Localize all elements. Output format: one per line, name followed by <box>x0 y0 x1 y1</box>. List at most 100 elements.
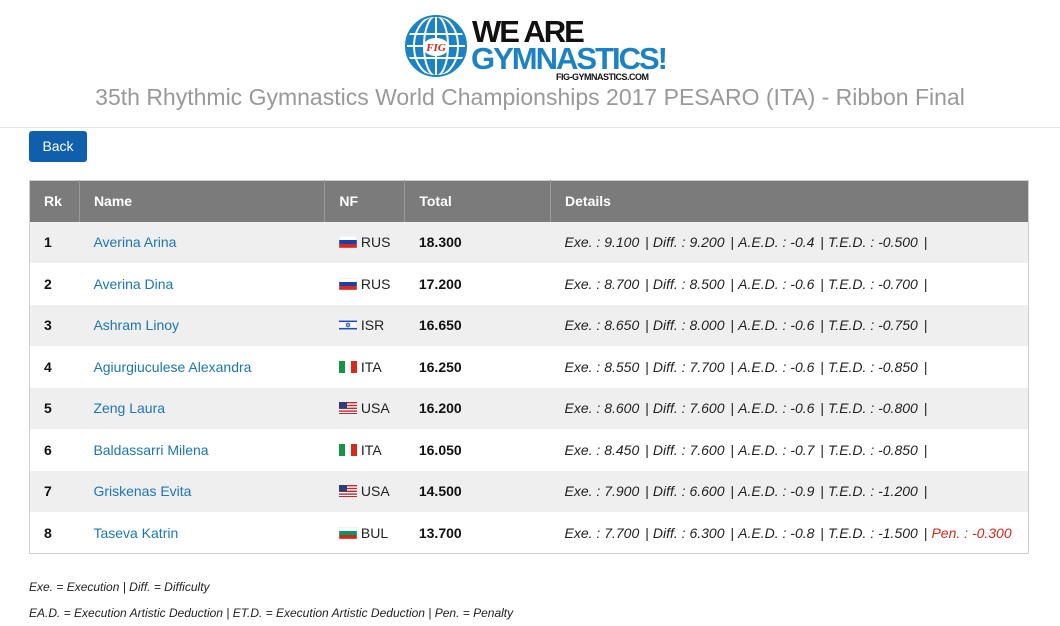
detail-ted: T.E.D. : -0.700 <box>828 276 918 292</box>
separator: | <box>923 483 928 500</box>
legend-line-2: EA.D. = Execution Artistic Deduction | E… <box>29 606 514 620</box>
nf-code: USA <box>360 483 390 500</box>
separator: | <box>645 234 649 251</box>
detail-exe: Exe. : 8.700 <box>565 276 640 292</box>
rank-cell: 6 <box>29 429 80 471</box>
detail-aed-value: -0.7 <box>790 441 815 458</box>
detail-aed-label: A.E.D. : <box>738 275 787 292</box>
detail-exe-label: Exe. : <box>564 234 601 251</box>
detail-ted: T.E.D. : -0.500 <box>828 234 918 250</box>
name-cell: Zeng Laura <box>79 387 325 429</box>
detail-exe: Exe. : 9.100 <box>565 234 640 250</box>
gymnast-link[interactable]: Averina Dina <box>93 275 174 292</box>
separator: | <box>645 400 649 417</box>
detail-diff-label: Diff. : <box>652 524 686 541</box>
logo-url: FIG-GYMNASTICS.COM <box>556 72 649 82</box>
header-rk[interactable]: Rk <box>29 180 80 222</box>
table-row: 8 Taseva Katrin BUL 13.700 Exe. : 7.700 | Diff… <box>29 512 1029 554</box>
rank-cell: 2 <box>29 263 80 305</box>
detail-ted-label: T.E.D. : <box>828 483 875 500</box>
header-details: Details <box>550 180 1029 222</box>
detail-pen-label: Pen. : <box>931 524 969 541</box>
detail-exe-label: Exe. : <box>564 441 601 458</box>
gymnast-link[interactable]: Baldassarri Milena <box>93 441 209 458</box>
detail-exe-label: Exe. : <box>564 317 601 334</box>
detail-diff-value: 8.500 <box>689 275 725 292</box>
flag-israel-icon <box>338 319 357 332</box>
detail-ted: T.E.D. : -1.500 <box>828 525 918 541</box>
nf-code: ISR <box>360 317 385 334</box>
table-row: 2 Averina Dina RUS 17.200 Exe. : 8.700 | Diff.… <box>29 263 1029 305</box>
flag-russia-icon <box>338 236 357 249</box>
detail-diff: Diff. : 7.600 <box>653 400 725 416</box>
header-name[interactable]: Name <box>79 180 326 222</box>
detail-exe: Exe. : 8.650 <box>565 317 640 333</box>
gymnast-link[interactable]: Taseva Katrin <box>93 524 179 541</box>
details-cell: Exe. : 8.550 | Diff. : 7.700 | A.E.D. : -0.6… <box>550 346 1029 388</box>
page-header: FIG WE ARE GYMNASTICS! FIG-GYMNASTICS.CO… <box>0 0 1060 128</box>
detail-exe: Exe. : 8.550 <box>565 359 640 375</box>
details-cell: Exe. : 9.100 | Diff. : 9.200 | A.E.D. : -0.4… <box>550 221 1029 263</box>
rank-cell: 7 <box>29 470 80 512</box>
detail-diff: Diff. : 8.500 <box>653 276 725 292</box>
header-total[interactable]: Total <box>404 180 552 222</box>
detail-exe-label: Exe. : <box>564 524 601 541</box>
detail-exe: Exe. : 8.450 <box>565 442 640 458</box>
separator: | <box>820 441 825 458</box>
results-table: Rk Name NF Total Details 1 Averina Arina R… <box>29 180 1029 554</box>
total-cell: 14.500 <box>404 470 551 512</box>
detail-ted-label: T.E.D. : <box>828 275 875 292</box>
detail-ted: T.E.D. : -0.850 <box>828 442 918 458</box>
detail-exe-value: 8.550 <box>604 358 640 375</box>
detail-ted-value: -0.500 <box>878 234 918 251</box>
total-cell: 16.050 <box>404 429 551 471</box>
detail-diff: Diff. : 7.600 <box>653 442 725 458</box>
nf-code: RUS <box>360 234 391 251</box>
nf-cell: ISR <box>324 304 405 346</box>
nf-cell: BUL <box>324 512 405 554</box>
separator: | <box>923 275 928 292</box>
separator: | <box>820 483 825 500</box>
detail-ted-label: T.E.D. : <box>828 317 875 334</box>
nf-cell: ITA <box>324 346 405 388</box>
detail-diff: Diff. : 6.300 <box>653 525 725 541</box>
detail-exe-value: 9.100 <box>604 234 640 251</box>
legend: Exe. = Execution | Diff. = Difficulty EA… <box>29 574 513 626</box>
detail-diff-label: Diff. : <box>652 317 686 334</box>
nf-cell: ITA <box>324 429 405 471</box>
legend-line-1: Exe. = Execution | Diff. = Difficulty <box>29 580 210 594</box>
detail-exe-value: 8.650 <box>604 317 640 334</box>
detail-diff-label: Diff. : <box>652 400 686 417</box>
detail-aed-value: -0.6 <box>790 358 815 375</box>
nf-cell: USA <box>324 470 405 512</box>
detail-ted-value: -0.800 <box>878 400 918 417</box>
gymnast-link[interactable]: Griskenas Evita <box>93 483 192 500</box>
rank-cell: 8 <box>29 512 80 554</box>
nf-cell: RUS <box>324 221 405 263</box>
we-are-gymnastics-logo[interactable]: FIG WE ARE GYMNASTICS! FIG-GYMNASTICS.CO… <box>404 12 668 82</box>
back-button[interactable]: Back <box>29 131 87 162</box>
detail-diff: Diff. : 8.000 <box>653 317 725 333</box>
name-cell: Ashram Linoy <box>79 304 325 346</box>
detail-aed-label: A.E.D. : <box>738 524 787 541</box>
gymnast-link[interactable]: Averina Arina <box>93 234 177 251</box>
gymnast-link[interactable]: Zeng Laura <box>93 400 166 417</box>
detail-aed-label: A.E.D. : <box>738 358 787 375</box>
gymnast-link[interactable]: Agiurgiuculese Alexandra <box>93 358 252 375</box>
detail-ted-value: -0.850 <box>878 358 918 375</box>
detail-aed-label: A.E.D. : <box>738 317 787 334</box>
detail-exe: Exe. : 7.700 <box>565 525 640 541</box>
header-nf[interactable]: NF <box>324 180 406 222</box>
detail-diff-value: 6.600 <box>689 483 725 500</box>
detail-exe-value: 8.450 <box>604 441 640 458</box>
detail-ted-value: -0.850 <box>878 441 918 458</box>
name-cell: Agiurgiuculese Alexandra <box>79 346 325 388</box>
separator: | <box>730 441 735 458</box>
detail-diff: Diff. : 9.200 <box>653 234 725 250</box>
total-cell: 17.200 <box>404 263 551 305</box>
detail-ted-label: T.E.D. : <box>828 400 875 417</box>
detail-aed-value: -0.4 <box>790 234 815 251</box>
detail-aed: A.E.D. : -0.6 <box>738 400 814 416</box>
flag-italy-icon <box>338 443 357 456</box>
gymnast-link[interactable]: Ashram Linoy <box>93 317 180 334</box>
